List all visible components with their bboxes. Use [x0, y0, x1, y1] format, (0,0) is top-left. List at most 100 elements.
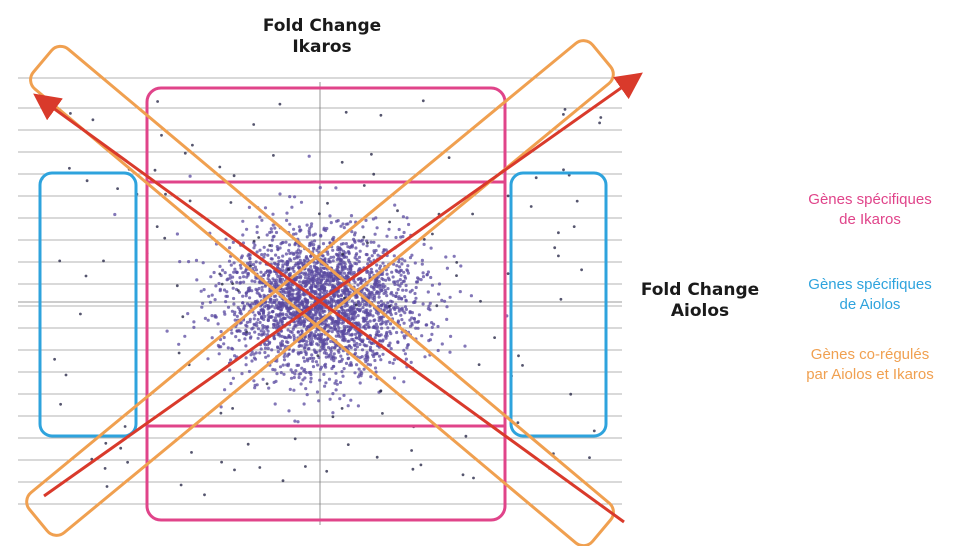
data-point — [395, 291, 399, 295]
data-point — [230, 309, 234, 313]
data-point-outlier — [79, 312, 82, 316]
data-point — [255, 321, 259, 325]
data-point — [338, 380, 343, 385]
data-point — [396, 287, 400, 292]
data-point — [307, 280, 311, 284]
data-point-outlier — [175, 284, 179, 288]
data-point — [376, 285, 380, 289]
data-point — [469, 294, 473, 298]
data-point — [281, 263, 285, 267]
data-point — [282, 358, 287, 362]
data-point — [340, 370, 344, 374]
data-point-outlier — [119, 446, 123, 450]
data-point — [296, 330, 300, 334]
data-point — [231, 347, 235, 351]
data-point — [260, 285, 264, 289]
data-point — [398, 278, 402, 282]
data-point — [281, 363, 285, 367]
data-point — [316, 363, 320, 367]
data-point — [266, 305, 270, 309]
data-point — [356, 323, 360, 327]
data-point — [297, 372, 301, 376]
data-point — [412, 300, 416, 305]
data-point — [310, 222, 314, 226]
data-point-outlier — [575, 199, 579, 203]
data-point — [407, 222, 411, 227]
data-point — [414, 326, 418, 330]
data-point — [405, 216, 409, 220]
data-point — [384, 290, 388, 295]
data-point — [348, 220, 353, 224]
data-point — [325, 301, 329, 306]
data-point — [295, 254, 299, 259]
arrow-ascending — [43, 72, 643, 498]
data-point — [426, 307, 430, 311]
data-point — [342, 226, 346, 230]
data-point — [344, 242, 348, 246]
data-point — [386, 310, 390, 314]
data-point — [359, 333, 363, 337]
data-point — [352, 270, 356, 275]
data-point — [353, 310, 357, 314]
data-point — [226, 346, 230, 350]
data-point — [337, 334, 341, 338]
data-point — [311, 233, 315, 237]
data-point — [319, 269, 323, 273]
data-point — [303, 342, 307, 347]
data-point-outlier — [562, 113, 565, 116]
data-point — [367, 292, 371, 296]
data-point — [267, 386, 271, 390]
data-point — [318, 349, 322, 353]
data-point — [303, 276, 307, 280]
data-point — [417, 277, 421, 281]
data-point — [309, 312, 313, 316]
data-point — [299, 200, 304, 204]
data-point — [347, 270, 351, 274]
data-point — [289, 376, 294, 380]
data-point — [284, 291, 288, 295]
data-point — [279, 371, 283, 375]
data-point — [277, 256, 281, 260]
data-point — [277, 321, 281, 325]
data-point — [318, 186, 322, 190]
data-point — [364, 354, 368, 358]
data-point — [400, 297, 404, 301]
data-point — [388, 360, 392, 364]
data-point — [212, 270, 216, 275]
data-point — [375, 269, 379, 273]
data-point — [328, 280, 332, 284]
data-point — [238, 276, 242, 280]
data-point — [414, 296, 418, 300]
data-point — [177, 342, 181, 346]
data-point — [244, 294, 248, 298]
data-point — [358, 325, 362, 329]
data-point — [355, 307, 359, 311]
data-point-outlier — [341, 252, 344, 256]
data-point — [390, 290, 394, 295]
data-point — [357, 260, 361, 264]
data-point — [339, 248, 343, 252]
data-point — [305, 393, 309, 397]
data-point — [201, 301, 205, 305]
data-point — [365, 253, 369, 257]
data-point — [307, 271, 311, 275]
data-point — [253, 265, 257, 269]
data-point — [324, 355, 328, 359]
data-point — [395, 264, 399, 268]
data-point — [348, 333, 352, 337]
data-point — [330, 355, 334, 359]
data-point — [352, 306, 356, 310]
data-point-outlier — [188, 199, 192, 203]
data-point — [360, 348, 365, 352]
data-point — [366, 362, 370, 366]
data-point — [271, 310, 275, 314]
data-point — [267, 341, 271, 345]
data-point — [319, 266, 324, 270]
data-point — [269, 315, 273, 319]
data-point — [375, 263, 379, 267]
data-point — [379, 322, 383, 326]
data-point — [192, 320, 196, 324]
data-point — [338, 251, 342, 255]
data-point-outlier — [287, 268, 290, 271]
data-point — [353, 231, 357, 235]
